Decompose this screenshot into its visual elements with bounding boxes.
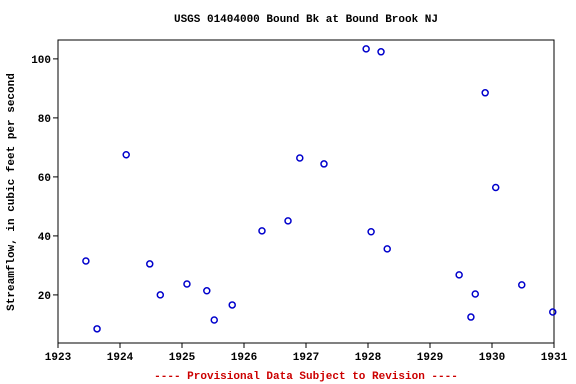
plot-frame — [57, 39, 555, 344]
x-tick-label: 1923 — [45, 352, 72, 364]
data-point — [518, 281, 526, 289]
data-point — [467, 313, 475, 321]
data-point — [296, 154, 304, 162]
data-point — [203, 287, 211, 295]
footnote: ---- Provisional Data Subject to Revisio… — [154, 371, 458, 383]
y-tick-label: 100 — [31, 55, 51, 67]
data-point — [93, 325, 101, 333]
data-point — [471, 290, 480, 298]
data-point — [210, 316, 218, 324]
x-tick-label: 1924 — [107, 352, 134, 364]
y-axis-label: Streamflow, in cubic feet per second — [6, 73, 18, 311]
x-tick-label: 1925 — [169, 352, 196, 364]
x-tick-label: 1931 — [541, 352, 568, 364]
x-tick-label: 1929 — [417, 352, 443, 364]
y-tick-label: 40 — [38, 232, 51, 244]
y-tick-label: 80 — [38, 114, 51, 126]
chart-title: USGS 01404000 Bound Bk at Bound Brook NJ — [174, 14, 438, 26]
y-tick-label: 20 — [38, 291, 51, 303]
data-point — [481, 89, 489, 97]
data-point — [455, 271, 463, 279]
x-tick-label: 1926 — [231, 352, 257, 364]
data-point — [258, 227, 266, 235]
x-tick-label: 1927 — [293, 352, 319, 364]
data-point — [549, 308, 557, 316]
x-tick-label: 1930 — [479, 352, 505, 364]
data-point — [362, 45, 370, 53]
data-point — [320, 160, 328, 168]
data-point — [383, 245, 391, 253]
data-point — [228, 301, 236, 309]
data-point — [122, 151, 130, 159]
data-point — [377, 48, 385, 56]
y-tick-label: 60 — [38, 173, 51, 185]
data-point — [284, 217, 292, 225]
data-point — [82, 257, 90, 265]
data-point — [156, 291, 165, 299]
data-point — [367, 228, 375, 236]
data-point — [183, 280, 191, 288]
data-point — [146, 260, 154, 268]
data-point — [491, 183, 500, 192]
x-tick-label: 1928 — [355, 352, 382, 364]
